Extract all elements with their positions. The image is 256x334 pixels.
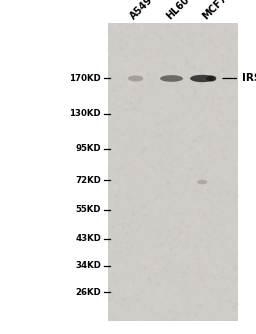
Text: 130KD: 130KD — [69, 109, 101, 118]
Ellipse shape — [128, 75, 143, 81]
Text: A549: A549 — [129, 0, 155, 22]
Text: 43KD: 43KD — [75, 234, 101, 243]
Ellipse shape — [190, 75, 215, 82]
Text: MCF7: MCF7 — [200, 0, 229, 22]
Text: 26KD: 26KD — [75, 288, 101, 297]
Ellipse shape — [206, 75, 216, 81]
Ellipse shape — [160, 75, 183, 82]
Text: 34KD: 34KD — [75, 261, 101, 270]
Text: 170KD: 170KD — [69, 74, 101, 83]
Ellipse shape — [197, 180, 207, 184]
Text: 72KD: 72KD — [75, 176, 101, 185]
Text: IRS1: IRS1 — [242, 73, 256, 84]
Text: HL60: HL60 — [164, 0, 191, 22]
Text: 95KD: 95KD — [76, 144, 101, 153]
Bar — [108, 23, 238, 321]
Text: 55KD: 55KD — [76, 205, 101, 214]
